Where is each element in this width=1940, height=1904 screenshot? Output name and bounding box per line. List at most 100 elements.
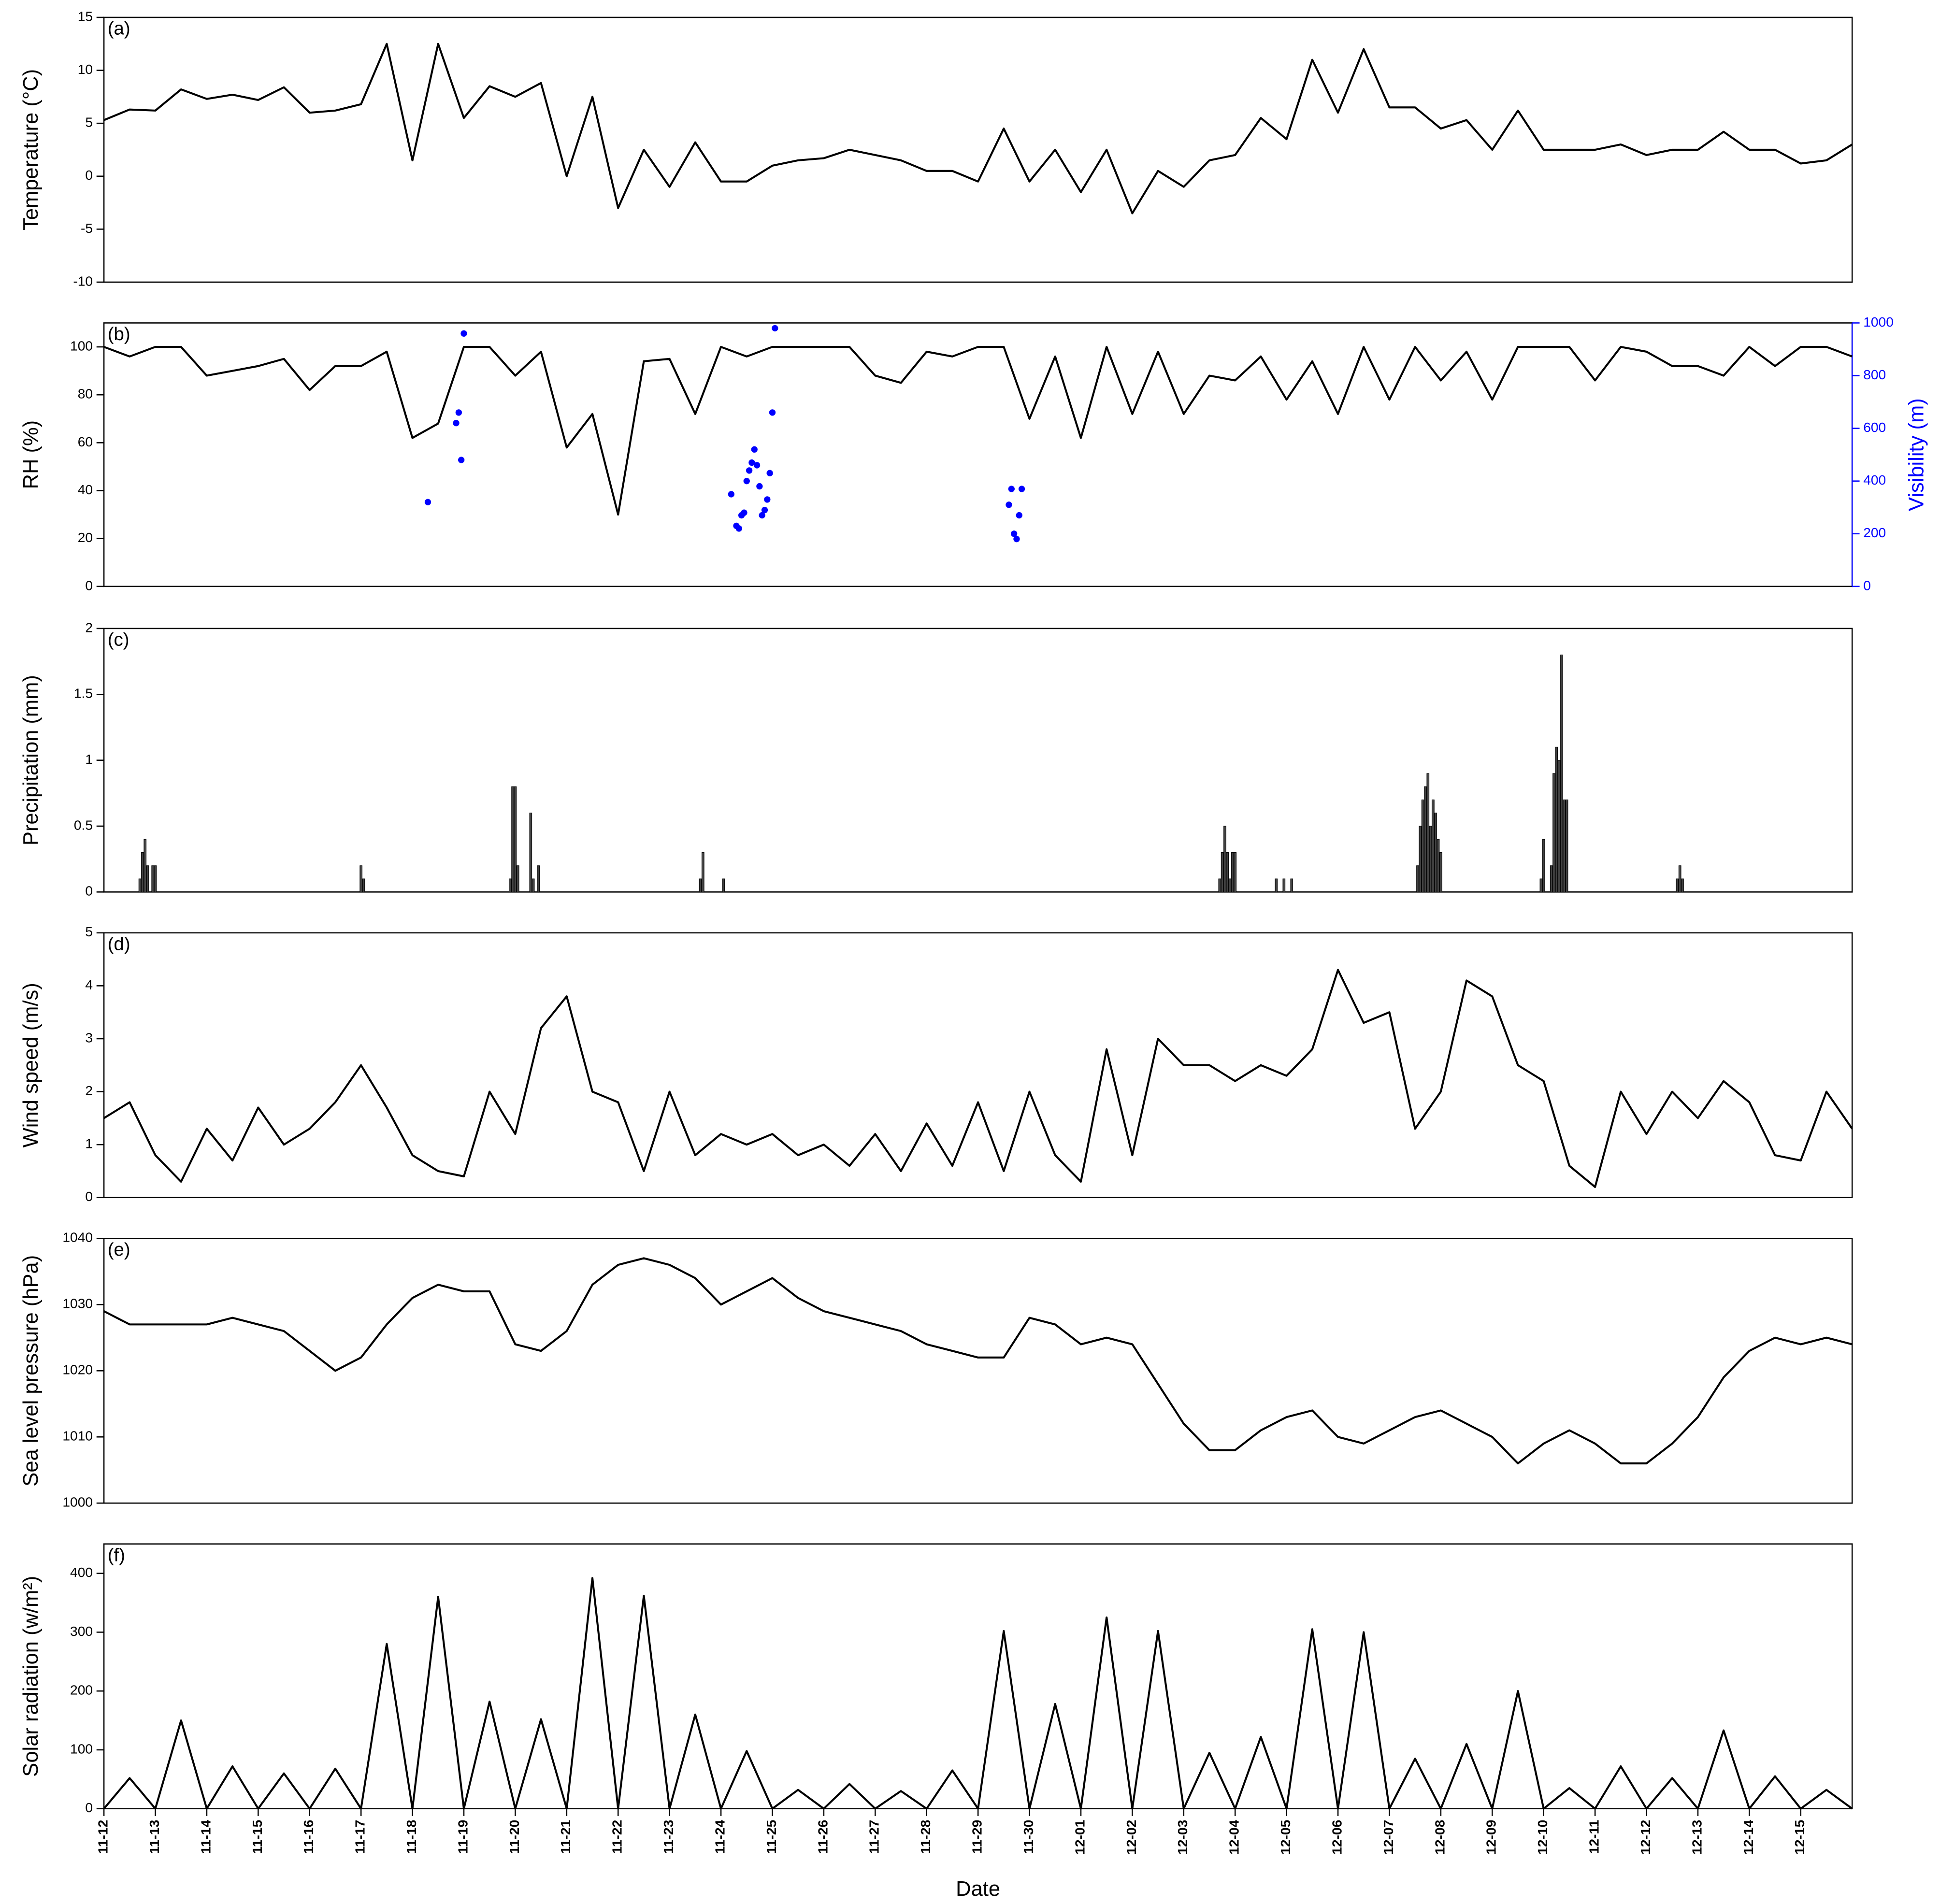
y-tick-label: 5 <box>85 115 93 130</box>
panel-label: (e) <box>108 1239 130 1260</box>
x-tick-label: 12-05 <box>1278 1820 1293 1855</box>
x-tick-label: 11-18 <box>404 1820 419 1854</box>
data-point <box>458 457 465 463</box>
bar <box>141 852 144 892</box>
bar <box>1552 773 1555 892</box>
panel-label: (d) <box>108 934 130 955</box>
bar <box>1290 878 1293 892</box>
data-point <box>741 509 747 516</box>
x-tick-label: 11-13 <box>147 1820 162 1854</box>
y-tick-label: 100 <box>70 1741 93 1756</box>
bar <box>1218 878 1221 892</box>
plot-frame <box>103 1543 1853 1809</box>
y-tick-label: 1 <box>85 752 93 767</box>
x-tick-label: 12-09 <box>1484 1820 1499 1855</box>
bar <box>1226 852 1229 892</box>
data-point <box>743 478 750 485</box>
x-axis-label: Date <box>956 1877 1000 1901</box>
x-tick-label: 11-22 <box>610 1820 625 1854</box>
y-tick-label: 60 <box>78 434 93 449</box>
y-tick-label: 2 <box>85 620 93 635</box>
x-tick-label: 11-28 <box>918 1820 933 1854</box>
data-point <box>1008 486 1015 492</box>
data-point <box>460 330 467 337</box>
bar <box>1565 799 1568 892</box>
data-point <box>764 496 771 503</box>
data-line <box>103 345 1853 516</box>
x-tick-label: 12-01 <box>1072 1820 1087 1855</box>
data-point <box>751 446 758 453</box>
x-tick-label: 12-10 <box>1535 1820 1550 1855</box>
bar <box>529 813 532 892</box>
x-tick-label: 12-03 <box>1175 1820 1190 1855</box>
x-tick-label: 12-08 <box>1432 1820 1447 1855</box>
data-point <box>756 483 763 490</box>
y-axis-label: Wind speed (m/s) <box>19 983 43 1147</box>
y-tick-label: 200 <box>70 1683 93 1698</box>
bar <box>722 878 725 892</box>
y-tick-label: 1010 <box>62 1429 93 1444</box>
y-tick-label: 0 <box>85 1800 93 1815</box>
bar <box>1560 654 1563 892</box>
bar <box>1275 878 1278 892</box>
data-point <box>761 507 768 514</box>
x-tick-label: 11-30 <box>1021 1820 1036 1854</box>
plot-frame <box>103 16 1853 283</box>
x-tick-label: 12-07 <box>1381 1820 1396 1855</box>
y-tick-label: 5 <box>85 924 93 939</box>
data-line <box>103 969 1853 1188</box>
bar <box>1432 799 1435 892</box>
data-point <box>772 325 778 332</box>
y-tick-label: -10 <box>73 273 93 288</box>
bar <box>508 878 512 892</box>
y-tick-label: 15 <box>78 9 93 24</box>
data-point <box>1006 501 1012 508</box>
y-tick-label: 10 <box>78 62 93 77</box>
bar <box>146 865 149 892</box>
bar <box>532 878 535 892</box>
bar <box>1419 826 1422 892</box>
y-tick-label: 1040 <box>62 1230 93 1245</box>
bar <box>1228 878 1232 892</box>
panel-label: (c) <box>108 630 129 650</box>
x-tick-label: 11-24 <box>713 1819 728 1854</box>
data-line <box>103 1257 1853 1465</box>
y-tick-label: 1.5 <box>74 686 93 701</box>
bar <box>1223 826 1226 892</box>
y-tick-label: 1000 <box>62 1495 93 1510</box>
y2-tick-label: 800 <box>1863 367 1886 382</box>
x-tick-label: 11-21 <box>558 1820 573 1854</box>
bar <box>1563 799 1566 892</box>
x-tick-label: 11-29 <box>970 1820 985 1854</box>
x-tick-label: 11-14 <box>198 1819 213 1854</box>
data-point <box>1013 536 1020 543</box>
bar <box>1429 826 1432 892</box>
bar <box>516 865 519 892</box>
y-tick-label: 0 <box>85 168 93 183</box>
data-point <box>1018 486 1025 492</box>
bar <box>1439 852 1442 892</box>
y-tick-label: 0.5 <box>74 817 93 832</box>
bar <box>1434 813 1437 892</box>
data-point <box>728 491 735 498</box>
bar <box>511 786 514 892</box>
y2-tick-label: 1000 <box>1863 315 1894 329</box>
data-point <box>1016 512 1022 519</box>
x-tick-label: 11-25 <box>764 1820 779 1854</box>
y-tick-label: 400 <box>70 1565 93 1580</box>
plot-frame <box>103 932 1853 1199</box>
data-point <box>753 462 761 469</box>
y-tick-label: 80 <box>78 387 93 401</box>
data-point <box>735 525 742 532</box>
bar <box>1426 773 1430 892</box>
data-point <box>759 512 765 519</box>
bar <box>1550 865 1553 892</box>
y-tick-label: 1 <box>85 1136 93 1151</box>
data-point <box>455 409 462 416</box>
y-axis-label: RH (%) <box>19 420 43 489</box>
x-tick-label: 11-27 <box>867 1820 882 1854</box>
x-tick-label: 11-16 <box>301 1820 316 1854</box>
y-tick-label: 0 <box>85 1189 93 1204</box>
y-tick-label: 300 <box>70 1624 93 1639</box>
y-tick-label: 0 <box>85 884 93 899</box>
